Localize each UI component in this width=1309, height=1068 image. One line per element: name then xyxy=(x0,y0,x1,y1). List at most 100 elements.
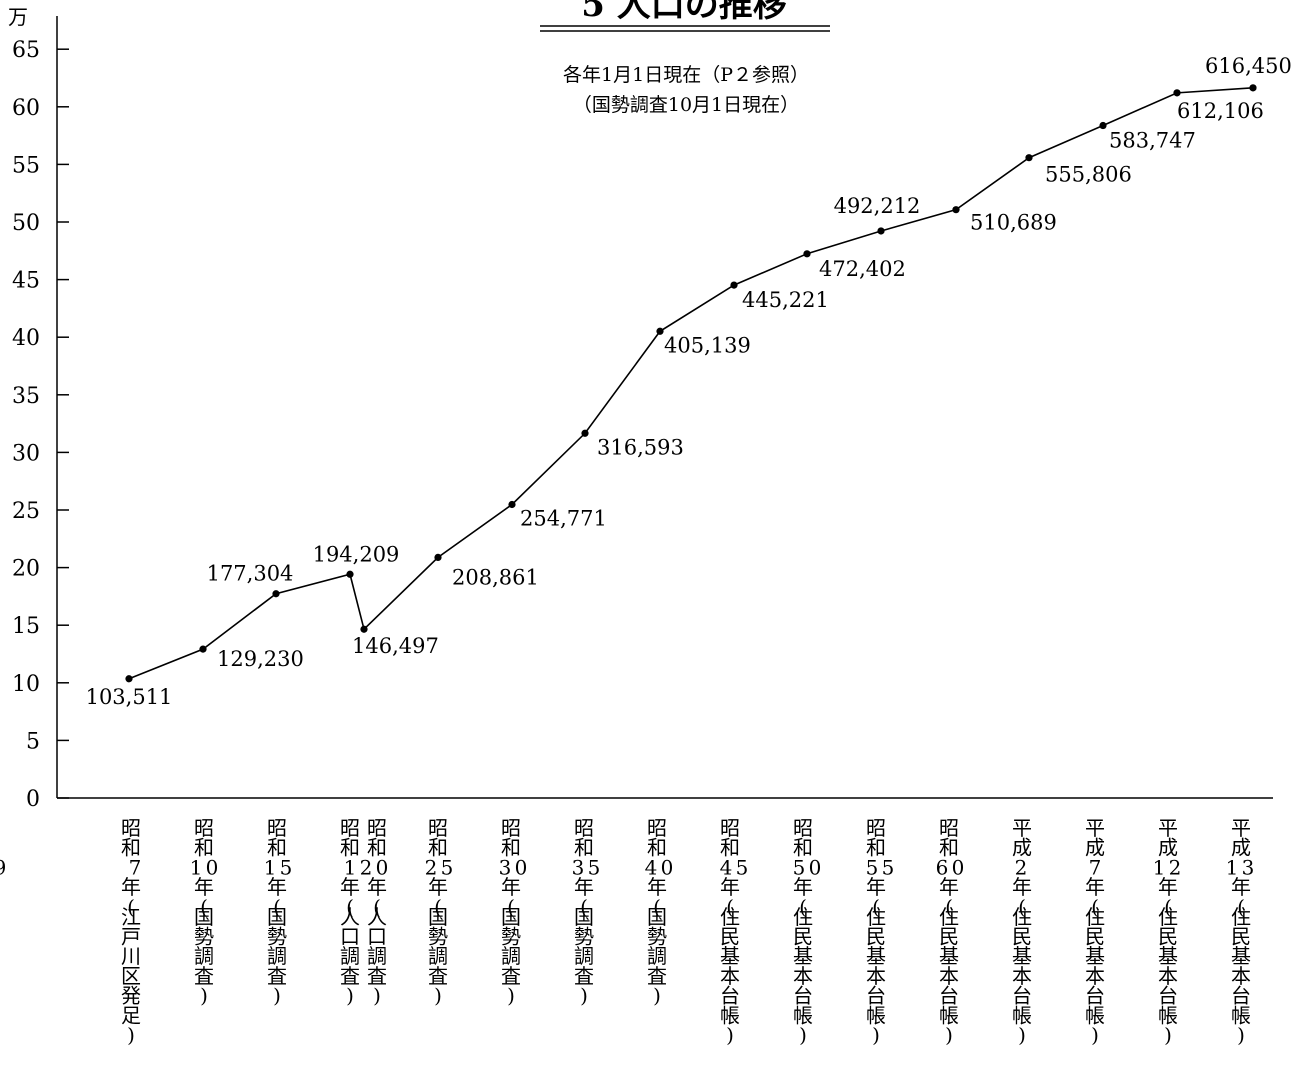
x-label-char: 年 xyxy=(194,875,214,899)
data-label: 316,593 xyxy=(597,435,684,459)
x-label-char: 年 xyxy=(121,875,141,899)
x-label-digit: 4 xyxy=(645,855,658,879)
x-label-char: 年 xyxy=(1231,875,1251,899)
chart-title: 5 人口の推移 xyxy=(581,0,787,25)
x-label-char: 帳 xyxy=(1085,1003,1105,1027)
x-label-digit: 5 xyxy=(736,855,749,879)
x-label-char: 昭 xyxy=(367,816,387,840)
y-tick-label: 40 xyxy=(12,326,40,351)
x-label-digit: 3 xyxy=(1242,855,1255,879)
x-label-char: 台 xyxy=(1085,984,1105,1008)
x-label-char: 昭 xyxy=(720,816,740,840)
x-label-digit: 4 xyxy=(720,855,733,879)
x-label-char: 年 xyxy=(367,875,387,899)
x-label-char: 昭 xyxy=(267,816,287,840)
x-label-char: 調 xyxy=(267,944,287,968)
data-point xyxy=(360,625,368,633)
x-label-char: ) xyxy=(273,984,281,1008)
data-label: 146,497 xyxy=(352,634,439,658)
x-label-char: 調 xyxy=(340,944,360,968)
x-label-char: 平 xyxy=(1231,816,1251,840)
x-label-digit: 5 xyxy=(280,855,293,879)
x-label-char: ( xyxy=(373,895,381,919)
x-label-char: 平 xyxy=(1085,816,1105,840)
x-label-char: 国 xyxy=(194,905,214,929)
y-tick-label: 25 xyxy=(12,499,40,524)
x-label-char: 査 xyxy=(194,964,214,988)
x-label-char: ( xyxy=(872,895,880,919)
x-label-char: 国 xyxy=(647,905,667,929)
x-label-char: 勢 xyxy=(194,925,214,949)
x-label-char: 調 xyxy=(428,944,448,968)
x-label-char: 調 xyxy=(647,944,667,968)
y-tick-label: 35 xyxy=(12,384,40,409)
x-label-char: 年 xyxy=(1085,875,1105,899)
x-label-char: 年 xyxy=(267,875,287,899)
x-label-char: ) xyxy=(726,1023,734,1047)
x-label-char: 調 xyxy=(194,944,214,968)
x-label-char: ( xyxy=(273,895,281,919)
data-label: 510,689 xyxy=(970,211,1057,235)
x-label-char: 昭 xyxy=(574,816,594,840)
data-point xyxy=(199,645,207,653)
x-label-digit: 5 xyxy=(882,855,895,879)
y-axis-unit-label: 万 xyxy=(8,5,28,29)
x-label-char: 台 xyxy=(939,984,959,1008)
x-label-digit: 9 xyxy=(0,855,6,879)
x-label-char: ( xyxy=(1018,895,1026,919)
x-category-label: 昭和3 5年(国勢調査) xyxy=(572,816,601,1008)
x-label-digit: 2 xyxy=(1169,855,1182,879)
x-label-char: 国 xyxy=(574,905,594,929)
x-label-char: 住 xyxy=(866,905,886,929)
data-label: 445,221 xyxy=(742,288,829,312)
x-label-char: 民 xyxy=(1231,925,1251,949)
y-tick-label: 30 xyxy=(12,441,40,466)
x-label-char: 戸 xyxy=(121,925,141,949)
x-label-char: 基 xyxy=(939,944,959,968)
x-label-char: ) xyxy=(373,984,381,1008)
x-label-char: 台 xyxy=(1158,984,1178,1008)
x-label-char: 台 xyxy=(793,984,813,1008)
x-label-char: 成 xyxy=(1231,836,1251,860)
x-label-char: 住 xyxy=(1085,905,1105,929)
x-label-char: 査 xyxy=(267,964,287,988)
x-label-char: 住 xyxy=(720,905,740,929)
data-point xyxy=(346,570,354,578)
x-label-char: 和 xyxy=(720,836,740,860)
x-label-char: 民 xyxy=(939,925,959,949)
x-label-char: 年 xyxy=(501,875,521,899)
data-label: 555,806 xyxy=(1045,163,1132,187)
x-label-char: ) xyxy=(653,984,661,1008)
x-label-char: 和 xyxy=(866,836,886,860)
x-label-char: 民 xyxy=(866,925,886,949)
x-label-char: ) xyxy=(945,1023,953,1047)
population-series: 103,511 129,230 177,304 194,209 146,497 208,8… xyxy=(86,54,1292,709)
x-label-char: 和 xyxy=(194,836,214,860)
x-label-char: 台 xyxy=(866,984,886,1008)
x-label-digit: 2 xyxy=(425,855,438,879)
x-label-digit: 5 xyxy=(441,855,454,879)
x-label-char: 昭 xyxy=(939,816,959,840)
x-label-digit: 0 xyxy=(952,855,965,879)
data-point xyxy=(656,327,664,335)
x-label-char: 年 xyxy=(428,875,448,899)
y-tick-label: 10 xyxy=(12,672,40,697)
x-label-char: 帳 xyxy=(793,1003,813,1027)
x-label-digit: 1 xyxy=(190,855,203,879)
x-label-char: 発 xyxy=(121,984,141,1008)
x-label-char: 台 xyxy=(1012,984,1032,1008)
x-category-label: 昭和2 5年(国勢調査) xyxy=(425,816,454,1008)
x-label-char: 昭 xyxy=(121,816,141,840)
x-label-char: 和 xyxy=(939,836,959,860)
x-label-char: 本 xyxy=(1158,964,1178,988)
x-label-char: 本 xyxy=(793,964,813,988)
x-label-char: 勢 xyxy=(647,925,667,949)
x-label-char: 本 xyxy=(720,964,740,988)
data-point xyxy=(877,227,885,235)
x-label-char: 本 xyxy=(939,964,959,988)
data-point xyxy=(434,553,442,561)
